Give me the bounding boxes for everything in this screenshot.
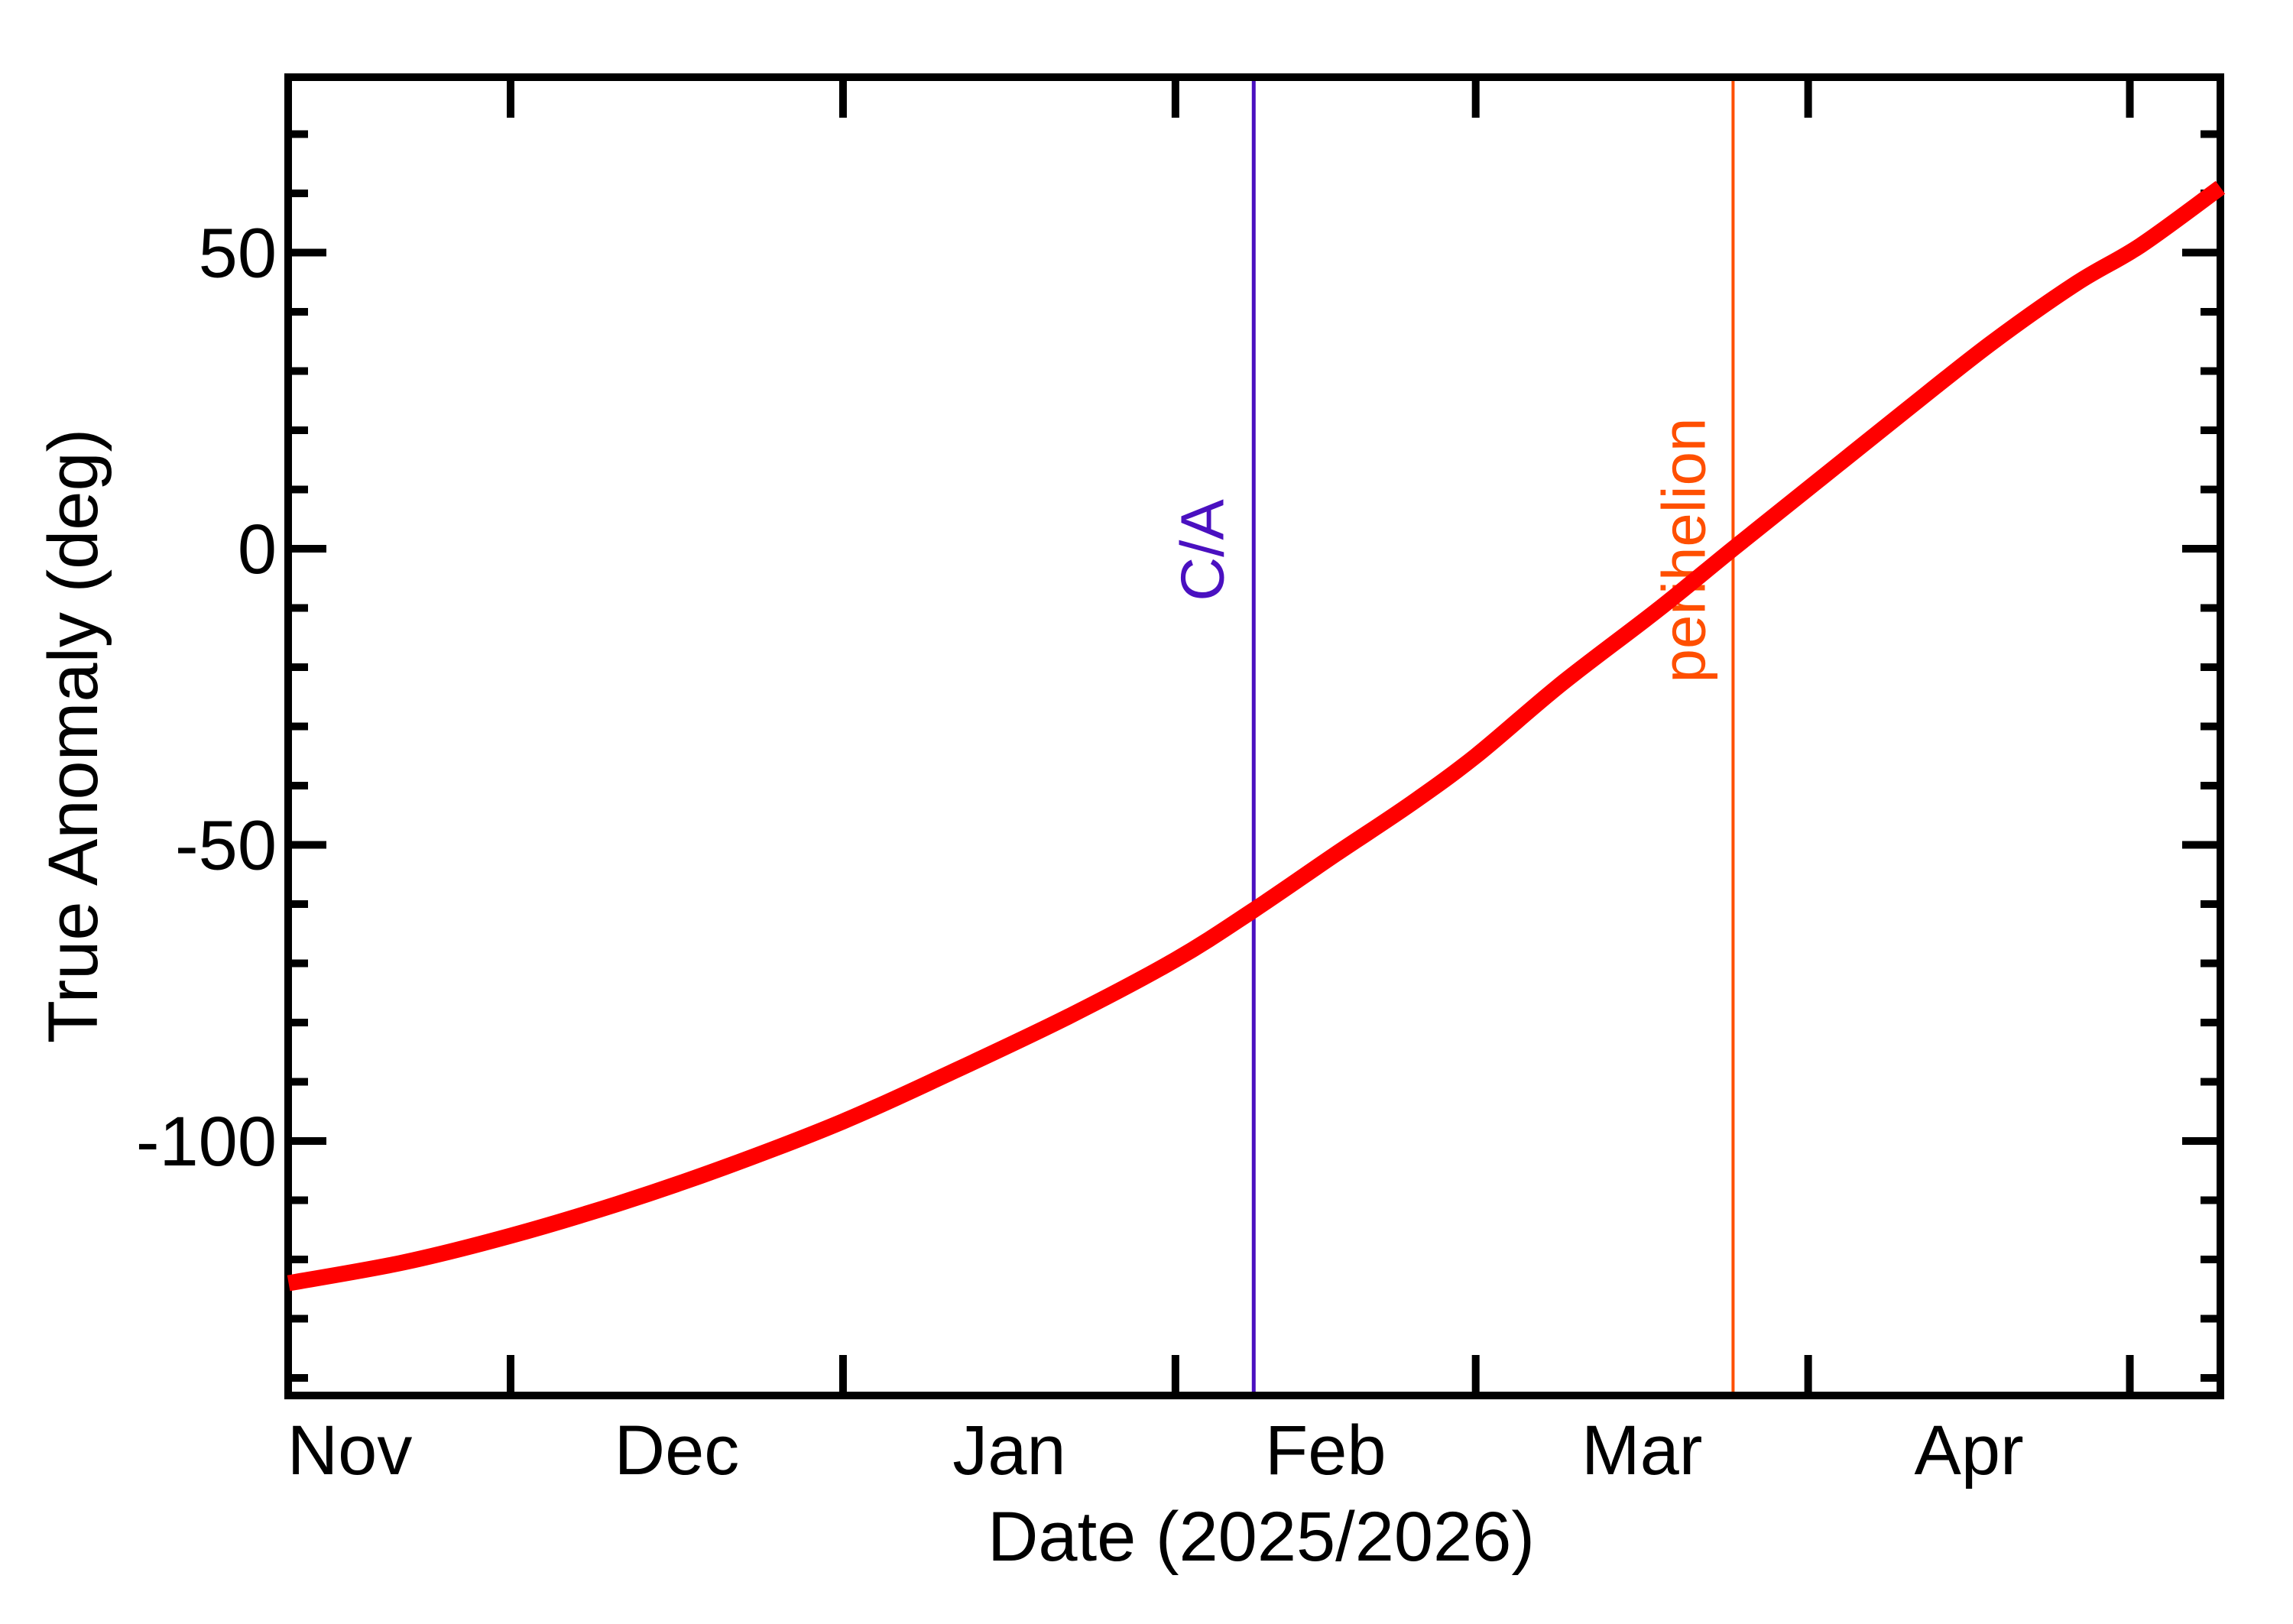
x-month-label: Nov [287, 1412, 413, 1489]
plot-frame [284, 73, 2224, 1399]
y-tick-label: 50 [199, 215, 277, 293]
x-month-label: Jan [952, 1412, 1065, 1489]
x-month-label: Mar [1581, 1412, 1702, 1489]
perihelion-event-label: perihelion [1649, 418, 1717, 683]
y-axis-title: True Anomaly (deg) [34, 429, 112, 1044]
true-anomaly-curve [287, 180, 2226, 1292]
x-month-label: Dec [615, 1412, 740, 1489]
x-month-labels: Nov Dec Jan Feb Mar Apr [287, 1412, 2024, 1489]
x-axis-title: Date (2025/2026) [988, 1498, 1535, 1576]
y-tick-labels: 50 0 -50 -100 [136, 215, 277, 1181]
x-axis-ticks [507, 77, 2134, 1395]
x-month-label: Feb [1265, 1412, 1387, 1489]
y-tick-label: -50 [175, 807, 277, 885]
ca-event-label: C/A [1168, 499, 1236, 601]
x-month-label: Apr [1914, 1412, 2023, 1489]
y-tick-label: -100 [136, 1103, 277, 1181]
y-tick-label: 0 [238, 511, 277, 588]
